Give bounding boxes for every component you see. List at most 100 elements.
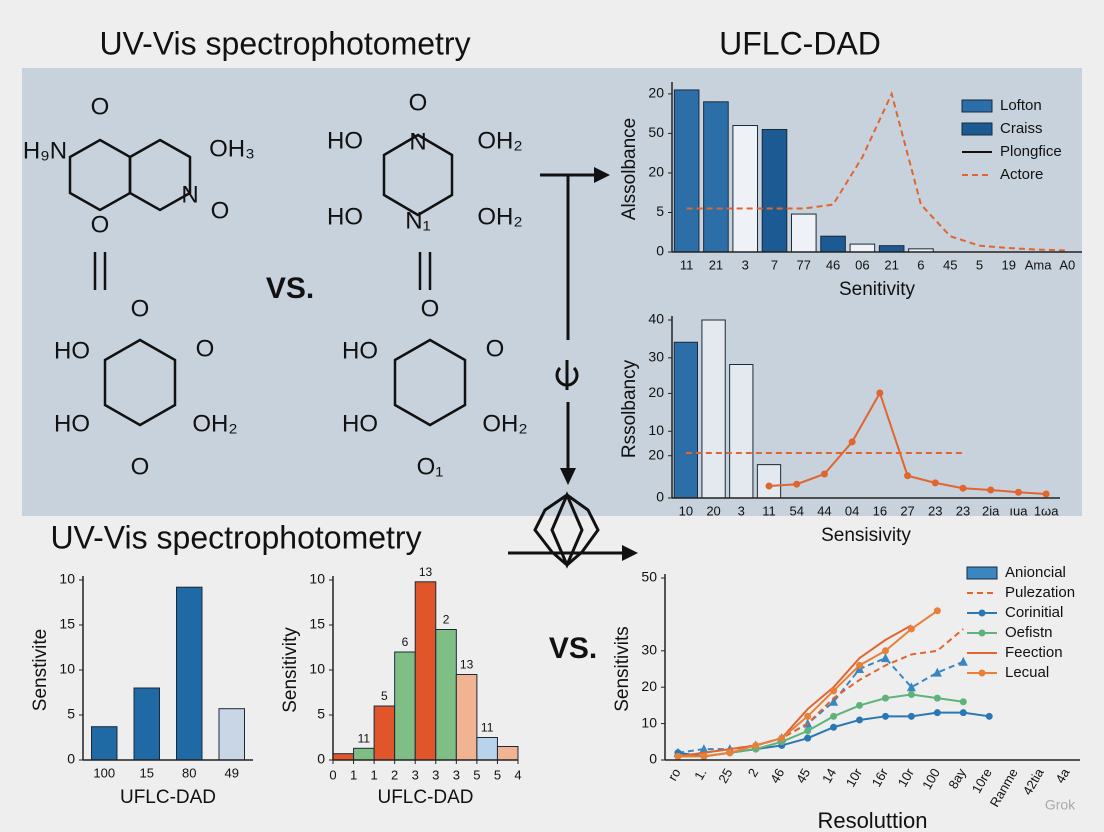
atom-label: O	[131, 453, 150, 480]
atom-label: O	[131, 295, 150, 322]
x-tick-label: 46	[767, 766, 787, 786]
atom-label: N	[409, 128, 426, 155]
atom-label: O	[409, 89, 428, 116]
legend-swatch	[978, 609, 986, 617]
marker	[674, 752, 682, 760]
marker	[752, 741, 760, 749]
y-tick-label: 30	[641, 642, 657, 658]
atom-label: HO	[54, 410, 90, 437]
series-line	[686, 90, 1068, 252]
legend-swatch	[966, 566, 998, 580]
y-tick-label: 5	[656, 203, 664, 219]
x-tick-label: 2ia	[982, 503, 1000, 518]
vs-label: VS.	[549, 632, 597, 665]
x-tick-label: 4	[514, 767, 521, 782]
atom-label: H₉N	[23, 137, 67, 164]
x-tick-label: 6	[917, 257, 924, 272]
x-tick-label: 14	[819, 766, 839, 786]
y-axis-title: Sensitivity	[280, 627, 301, 713]
marker	[699, 744, 709, 754]
legend-swatch	[978, 669, 986, 677]
vs-label: VS.	[266, 272, 314, 305]
x-tick-label: 0	[329, 767, 336, 782]
bar	[761, 128, 788, 253]
marker	[907, 712, 915, 720]
y-tick-label: 20	[648, 384, 664, 400]
bar	[476, 737, 498, 761]
atom-label: OH₃	[209, 135, 255, 162]
legend-label: Pulezation	[1005, 584, 1075, 601]
x-axis-title: Sensisivity	[821, 525, 911, 546]
marker	[987, 486, 995, 494]
bar-annotation: 2	[443, 613, 450, 627]
x-tick-label: 10	[679, 503, 693, 518]
bar	[133, 687, 160, 761]
y-tick-label: 20	[641, 678, 657, 694]
x-tick-label: 80	[182, 765, 196, 780]
bar	[732, 125, 759, 253]
x-tick-label: 3	[432, 767, 439, 782]
legend-label: Lofton	[1000, 97, 1042, 114]
y-axis-title: Sensitivits	[612, 626, 633, 712]
legend-label: Lecual	[1005, 664, 1049, 681]
y-tick-label: 15	[59, 616, 75, 632]
legend-swatch	[978, 629, 986, 637]
marker	[804, 712, 812, 720]
bar	[878, 245, 905, 253]
bar	[455, 674, 478, 761]
x-tick-label: 04	[845, 503, 859, 518]
marker	[933, 607, 941, 615]
x-axis-title: UFLC-DAD	[377, 787, 473, 808]
bar	[673, 341, 698, 499]
marker	[820, 470, 828, 478]
y-axis-title: Senstivite	[30, 629, 51, 711]
bar	[703, 101, 729, 253]
x-tick-label: 77	[797, 257, 811, 272]
bar	[373, 705, 396, 761]
x-tick-label: 5	[473, 767, 480, 782]
atom-label: N	[181, 181, 198, 208]
legend-swatch	[961, 99, 993, 113]
atom-label: O₁	[417, 453, 444, 480]
marker	[958, 656, 968, 666]
heading: UV-Vis spectrophotometry	[99, 25, 470, 61]
marker	[829, 696, 839, 706]
marker	[856, 661, 864, 669]
marker	[933, 709, 941, 717]
y-tick-label: 5	[67, 706, 75, 722]
marker	[1014, 488, 1022, 496]
atom-label: O	[486, 335, 505, 362]
marker	[830, 712, 838, 720]
marker	[959, 484, 967, 492]
marker	[830, 687, 838, 695]
marker	[904, 472, 912, 480]
series-line	[677, 656, 964, 754]
x-tick-label: 45	[793, 766, 813, 786]
y-tick-label: 20	[648, 85, 664, 101]
bar	[756, 464, 782, 499]
y-tick-label: 0	[656, 489, 664, 505]
x-tick-label: 7	[771, 257, 778, 272]
x-tick-label: 1	[370, 767, 377, 782]
marker	[881, 694, 889, 702]
x-tick-label: 23	[956, 503, 970, 518]
x-tick-label: 20	[706, 503, 720, 518]
network-icon	[533, 491, 600, 569]
y-tick-label: 30	[648, 349, 664, 365]
x-tick-label: 11	[762, 503, 776, 518]
watermark: Grok	[1045, 797, 1076, 813]
arrowhead	[560, 468, 576, 485]
x-tick-label: 5	[494, 767, 501, 782]
atom-label: O	[196, 335, 215, 362]
marker	[933, 694, 941, 702]
x-tick-label: 49	[225, 765, 239, 780]
y-axis-title: Rssolbancy	[619, 359, 640, 458]
marker	[1042, 490, 1050, 498]
marker	[804, 727, 812, 735]
y-tick-label: 20	[648, 164, 664, 180]
atom-label: OH₂	[192, 410, 237, 437]
y-tick-label: 50	[641, 569, 657, 585]
flow	[508, 167, 638, 569]
y-tick-label: 40	[648, 311, 664, 327]
